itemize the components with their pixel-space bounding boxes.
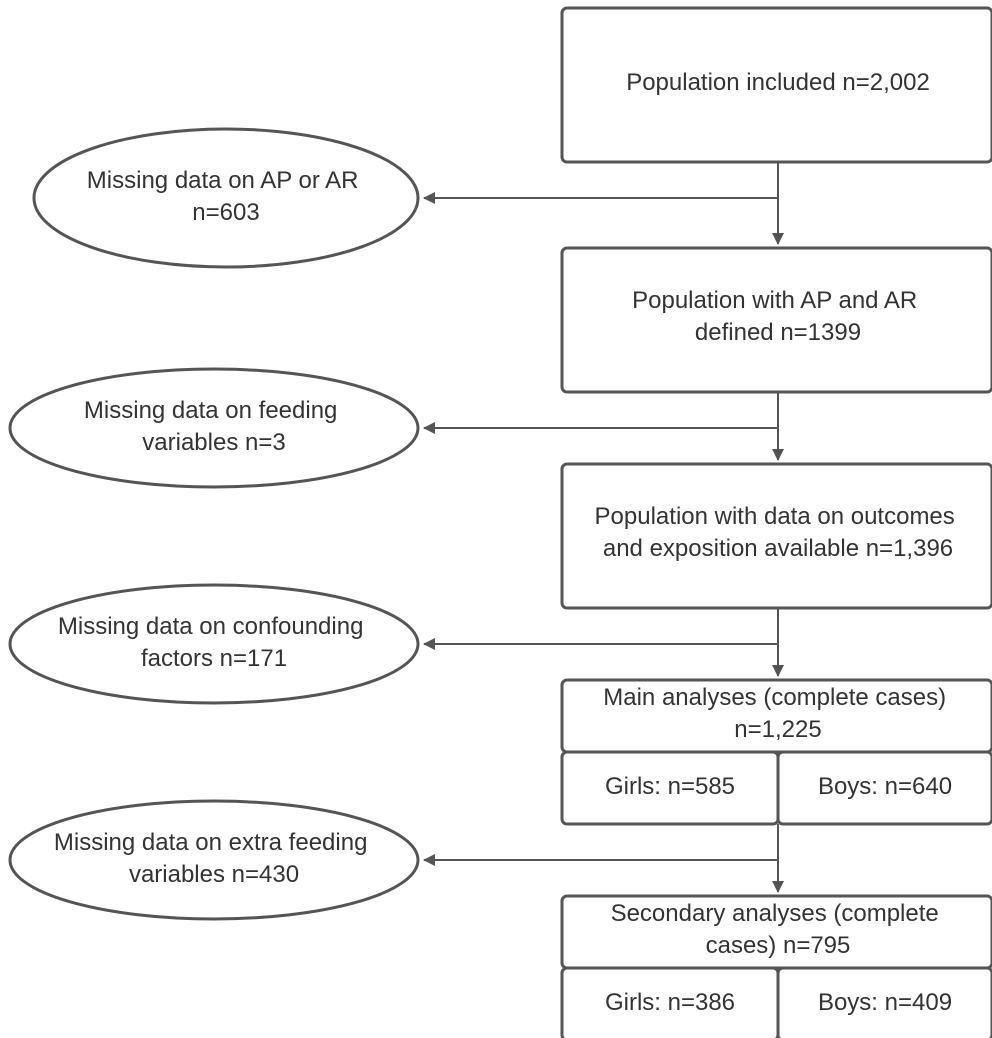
node-main-boys: Boys: n=640 xyxy=(776,750,992,826)
node-secondary-boys: Boys: n=409 xyxy=(776,966,992,1038)
main-analyses-label: Main analyses (complete cases) n=1,225 xyxy=(603,684,952,743)
node-secondary-girls: Girls: n=386 xyxy=(560,966,780,1038)
missing-feeding-label: Missing data on feeding variables n=3 xyxy=(84,397,344,456)
node-secondary-analyses: Secondary analyses (complete cases) n=79… xyxy=(560,894,992,970)
node-missing-feeding: Missing data on feeding variables n=3 xyxy=(8,367,420,489)
node-main-analyses: Main analyses (complete cases) n=1,225 xyxy=(560,678,992,754)
arrow-to-missing-extra-feeding xyxy=(423,844,779,866)
arrow-to-missing-confounding xyxy=(423,628,779,650)
arrow-to-missing-feeding xyxy=(423,412,779,434)
secondary-girls-label: Girls: n=386 xyxy=(605,989,735,1016)
main-girls-label: Girls: n=585 xyxy=(605,773,735,800)
node-population-outcomes: Population with data on outcomes and exp… xyxy=(560,462,992,610)
node-missing-confounding: Missing data on confounding factors n=17… xyxy=(8,583,420,705)
arrow-to-missing-ap-ar xyxy=(423,182,779,204)
connectors xyxy=(423,162,784,893)
population-outcomes-label: Population with data on outcomes and exp… xyxy=(595,503,962,562)
missing-extra-feeding-label: Missing data on extra feeding variables … xyxy=(54,829,374,888)
population-ap-ar-label: Population with AP and AR defined n=1399 xyxy=(632,287,924,346)
node-main-girls: Girls: n=585 xyxy=(560,750,780,826)
node-population-ap-ar: Population with AP and AR defined n=1399 xyxy=(560,246,992,394)
node-population-included: Population included n=2,002 xyxy=(560,6,992,164)
secondary-analyses-label: Secondary analyses (complete cases) n=79… xyxy=(611,900,946,959)
node-missing-ap-ar: Missing data on AP or AR n=603 xyxy=(32,127,420,269)
node-missing-extra-feeding: Missing data on extra feeding variables … xyxy=(8,799,420,921)
missing-ap-ar-label: Missing data on AP or AR n=603 xyxy=(87,167,365,226)
missing-confounding-label: Missing data on confounding factors n=17… xyxy=(58,613,370,672)
secondary-boys-label: Boys: n=409 xyxy=(818,989,952,1016)
population-included-label: Population included n=2,002 xyxy=(626,69,930,96)
main-boys-label: Boys: n=640 xyxy=(818,773,952,800)
